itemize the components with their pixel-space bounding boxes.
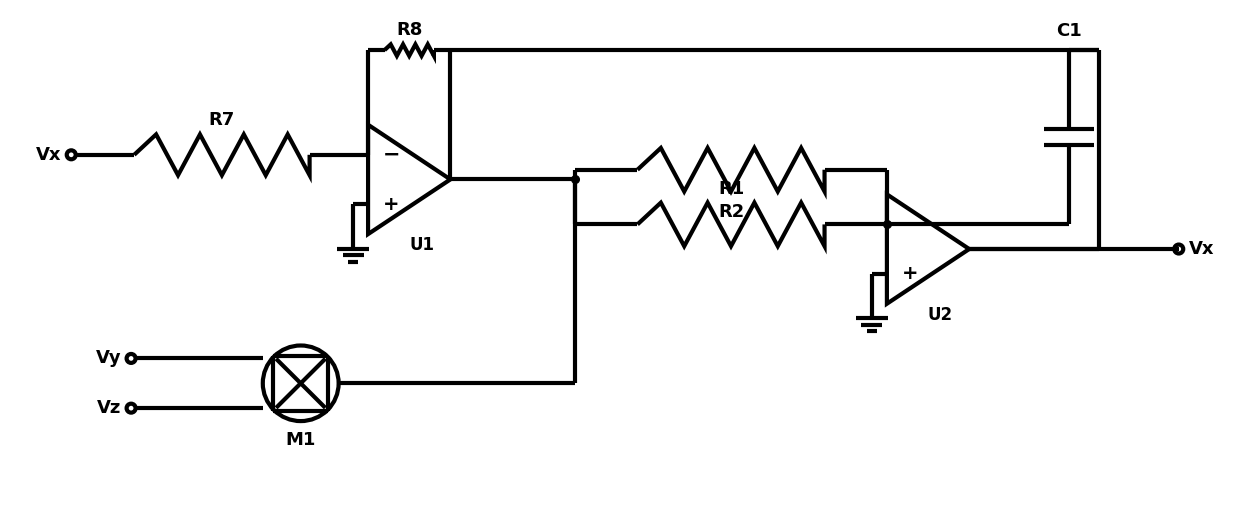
Text: Vz: Vz <box>97 399 122 417</box>
Text: M1: M1 <box>285 431 316 449</box>
Text: R8: R8 <box>396 21 423 39</box>
Text: −: − <box>901 214 919 235</box>
Text: Vx: Vx <box>1189 240 1214 258</box>
Text: −: − <box>382 145 399 165</box>
Text: Vy: Vy <box>95 350 122 367</box>
Text: +: + <box>383 194 399 214</box>
Text: R1: R1 <box>718 180 744 197</box>
Text: U1: U1 <box>409 236 434 254</box>
Text: +: + <box>901 264 918 283</box>
Text: C1: C1 <box>1056 22 1081 40</box>
Text: R2: R2 <box>718 204 744 221</box>
Text: R7: R7 <box>208 111 236 129</box>
Text: U2: U2 <box>928 306 954 324</box>
Text: Vx: Vx <box>36 146 61 164</box>
